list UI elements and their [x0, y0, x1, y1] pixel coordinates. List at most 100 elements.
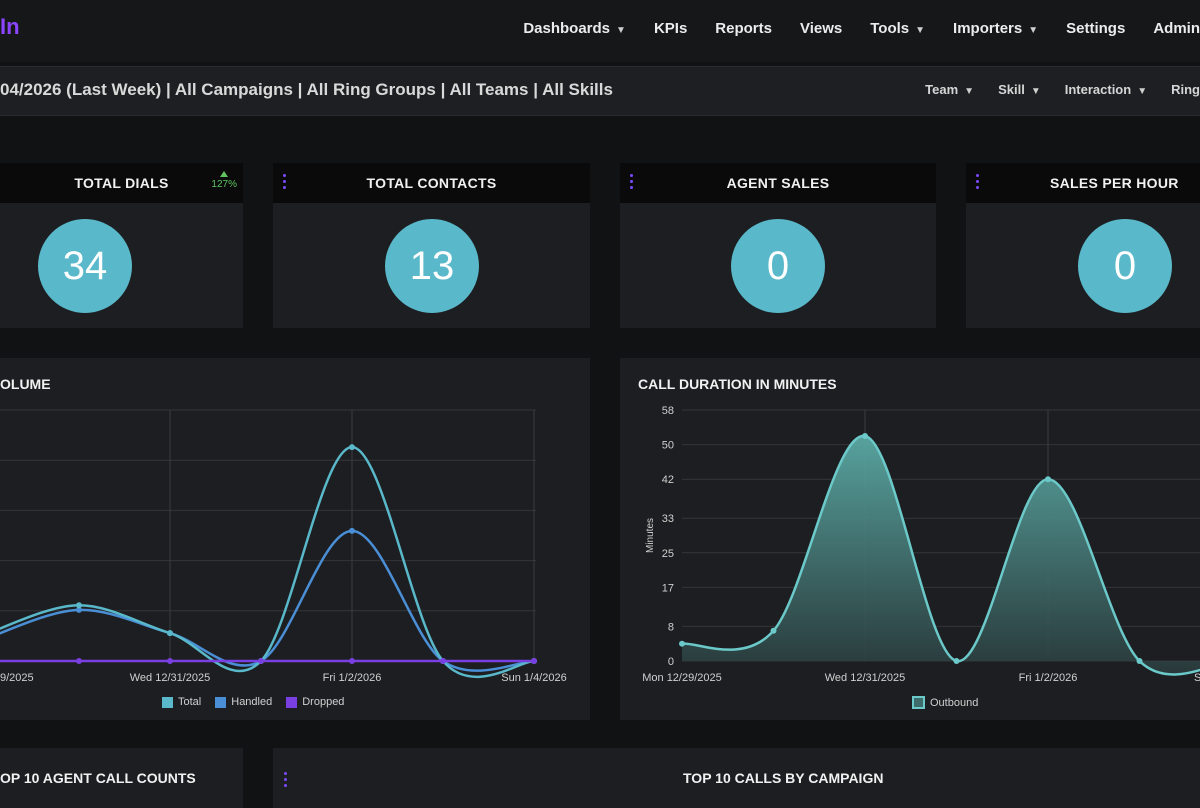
gridlines	[682, 409, 1200, 662]
x-tick-label: Wed 12/31/2025	[130, 672, 211, 684]
nav-dashboards[interactable]: Dashboards ▼	[523, 20, 626, 37]
legend-swatch	[912, 696, 925, 709]
nav-views[interactable]: Views	[799, 20, 843, 37]
kpi-card-agent-sales: AGENT SALES 0	[620, 163, 936, 328]
top-agent-call-counts-panel: OP 10 AGENT CALL COUNTS	[0, 748, 243, 808]
data-point	[862, 432, 868, 439]
series-handled-line	[0, 529, 535, 672]
nav-reports[interactable]: Reports	[715, 20, 772, 37]
kpi-header: AGENT SALES	[620, 163, 936, 203]
legend-item-total[interactable]: Total	[162, 696, 201, 708]
data-point	[76, 606, 82, 613]
filter-bar: 04/2026 (Last Week) | All Campaigns | Al…	[0, 66, 1200, 116]
data-point	[531, 658, 537, 664]
kpi-header: TOTAL DIALS 127%	[0, 163, 243, 203]
panel-title: OP 10 AGENT CALL COUNTS	[0, 770, 196, 786]
panel-title: TOP 10 CALLS BY CAMPAIGN	[683, 770, 884, 786]
y-tick-label: 25	[662, 548, 674, 560]
caret-down-icon: ▼	[1137, 86, 1148, 97]
call-volume-panel: OLUME 9/2025 Wed 12/31/2025 Fri 1/2/2026 Su…	[0, 358, 590, 720]
x-tick-label: 9/2025	[0, 672, 34, 684]
data-point	[349, 444, 355, 451]
x-tick-label: Wed 12/31/2025	[825, 672, 906, 684]
data-point	[953, 658, 960, 664]
y-tick-label: 58	[662, 405, 674, 417]
kpi-value: 34	[38, 219, 132, 313]
nav-settings[interactable]: Settings	[1066, 20, 1126, 37]
trend-up-icon	[220, 171, 229, 177]
legend-item-dropped[interactable]: Dropped	[286, 696, 344, 708]
kpi-value: 0	[731, 219, 825, 313]
call-volume-chart: 9/2025 Wed 12/31/2025 Fri 1/2/2026 Sun 1/4/…	[0, 409, 567, 684]
caret-down-icon: ▼	[1030, 86, 1041, 97]
data-point	[1045, 476, 1051, 483]
trend-indicator: 127%	[211, 171, 237, 190]
data-point	[349, 527, 355, 534]
nav-kpis[interactable]: KPIs	[653, 20, 688, 37]
data-point	[258, 658, 264, 664]
y-tick-label: 50	[662, 440, 674, 452]
caret-down-icon: ▼	[1028, 25, 1039, 36]
nav-importers[interactable]: Importers ▼	[953, 20, 1039, 37]
kpi-value: 13	[385, 219, 479, 313]
filter-dropdowns: Team ▼ Skill ▼ Interaction ▼ Ring	[901, 82, 1200, 97]
x-tick-label: Mon 12/29/2025	[642, 672, 722, 684]
gridlines	[0, 409, 536, 662]
y-tick-label: 0	[668, 656, 674, 668]
y-tick-label: 17	[662, 582, 674, 594]
data-point	[440, 658, 446, 664]
y-tick-label: 33	[662, 513, 674, 525]
call-duration-chart: 0 8 17 25 33 42 50 58 Minutes Mon 12/29/2025 Wed 1…	[642, 405, 1200, 684]
x-tick-label: Fri 1/2/2026	[323, 672, 382, 684]
data-point	[349, 658, 355, 664]
data-point	[167, 630, 173, 637]
kpi-title: SALES PER HOUR	[1050, 175, 1179, 191]
kpi-header: SALES PER HOUR	[966, 163, 1200, 203]
y-tick-label: 8	[668, 621, 674, 633]
nav-admin[interactable]: Admin	[1153, 20, 1200, 37]
filter-team[interactable]: Team ▼	[925, 82, 975, 97]
x-tick-label: S	[1194, 672, 1200, 684]
legend-item-handled[interactable]: Handled	[215, 696, 272, 708]
data-point	[679, 640, 685, 647]
legend-item-outbound[interactable]: Outbound	[912, 696, 978, 709]
kpi-value: 0	[1078, 219, 1172, 313]
trend-value: 127%	[211, 179, 237, 190]
y-axis-label: Minutes	[645, 518, 656, 553]
legend-swatch	[162, 696, 173, 708]
brand-logo[interactable]: In	[0, 14, 20, 39]
kpi-title: TOTAL CONTACTS	[366, 175, 497, 191]
series-total-line	[0, 445, 535, 678]
x-tick-label: Fri 1/2/2026	[1019, 672, 1078, 684]
chart-legend: Outbound	[912, 696, 992, 709]
y-tick-label: 42	[662, 474, 674, 486]
call-duration-panel: CALL DURATION IN MINUTES 0 8 17 25 33 42 50 58 M…	[620, 358, 1200, 720]
filter-ring[interactable]: Ring	[1171, 82, 1200, 97]
data-point	[76, 658, 82, 664]
kebab-menu-icon[interactable]	[976, 174, 980, 192]
legend-swatch	[215, 696, 227, 708]
series-outbound-area	[682, 435, 1200, 675]
nav-tools[interactable]: Tools ▼	[870, 20, 926, 37]
kpi-card-total-contacts: TOTAL CONTACTS 13	[273, 163, 590, 328]
data-point	[1136, 658, 1143, 664]
kebab-menu-icon[interactable]	[283, 174, 287, 192]
caret-down-icon: ▼	[964, 86, 975, 97]
x-tick-label: Sun 1/4/2026	[501, 672, 566, 684]
data-point	[770, 627, 777, 634]
filter-interaction[interactable]: Interaction ▼	[1064, 82, 1148, 97]
kpi-card-total-dials: TOTAL DIALS 127% 34	[0, 163, 243, 328]
filter-skill[interactable]: Skill ▼	[998, 82, 1041, 97]
filter-summary: 04/2026 (Last Week) | All Campaigns | Al…	[0, 80, 613, 99]
legend-swatch	[286, 696, 298, 708]
kebab-menu-icon[interactable]	[630, 174, 634, 192]
caret-down-icon: ▼	[616, 25, 626, 36]
top-navbar: In Dashboards ▼ KPIs Reports Views Tools ▼…	[0, 0, 1200, 62]
kpi-header: TOTAL CONTACTS	[273, 163, 590, 203]
kpi-title: TOTAL DIALS	[74, 175, 169, 191]
kpi-title: AGENT SALES	[726, 175, 830, 191]
kebab-menu-icon[interactable]	[284, 772, 288, 790]
caret-down-icon: ▼	[915, 25, 926, 36]
data-point	[167, 658, 173, 664]
chart-legend: Total Handled Dropped	[162, 696, 358, 708]
